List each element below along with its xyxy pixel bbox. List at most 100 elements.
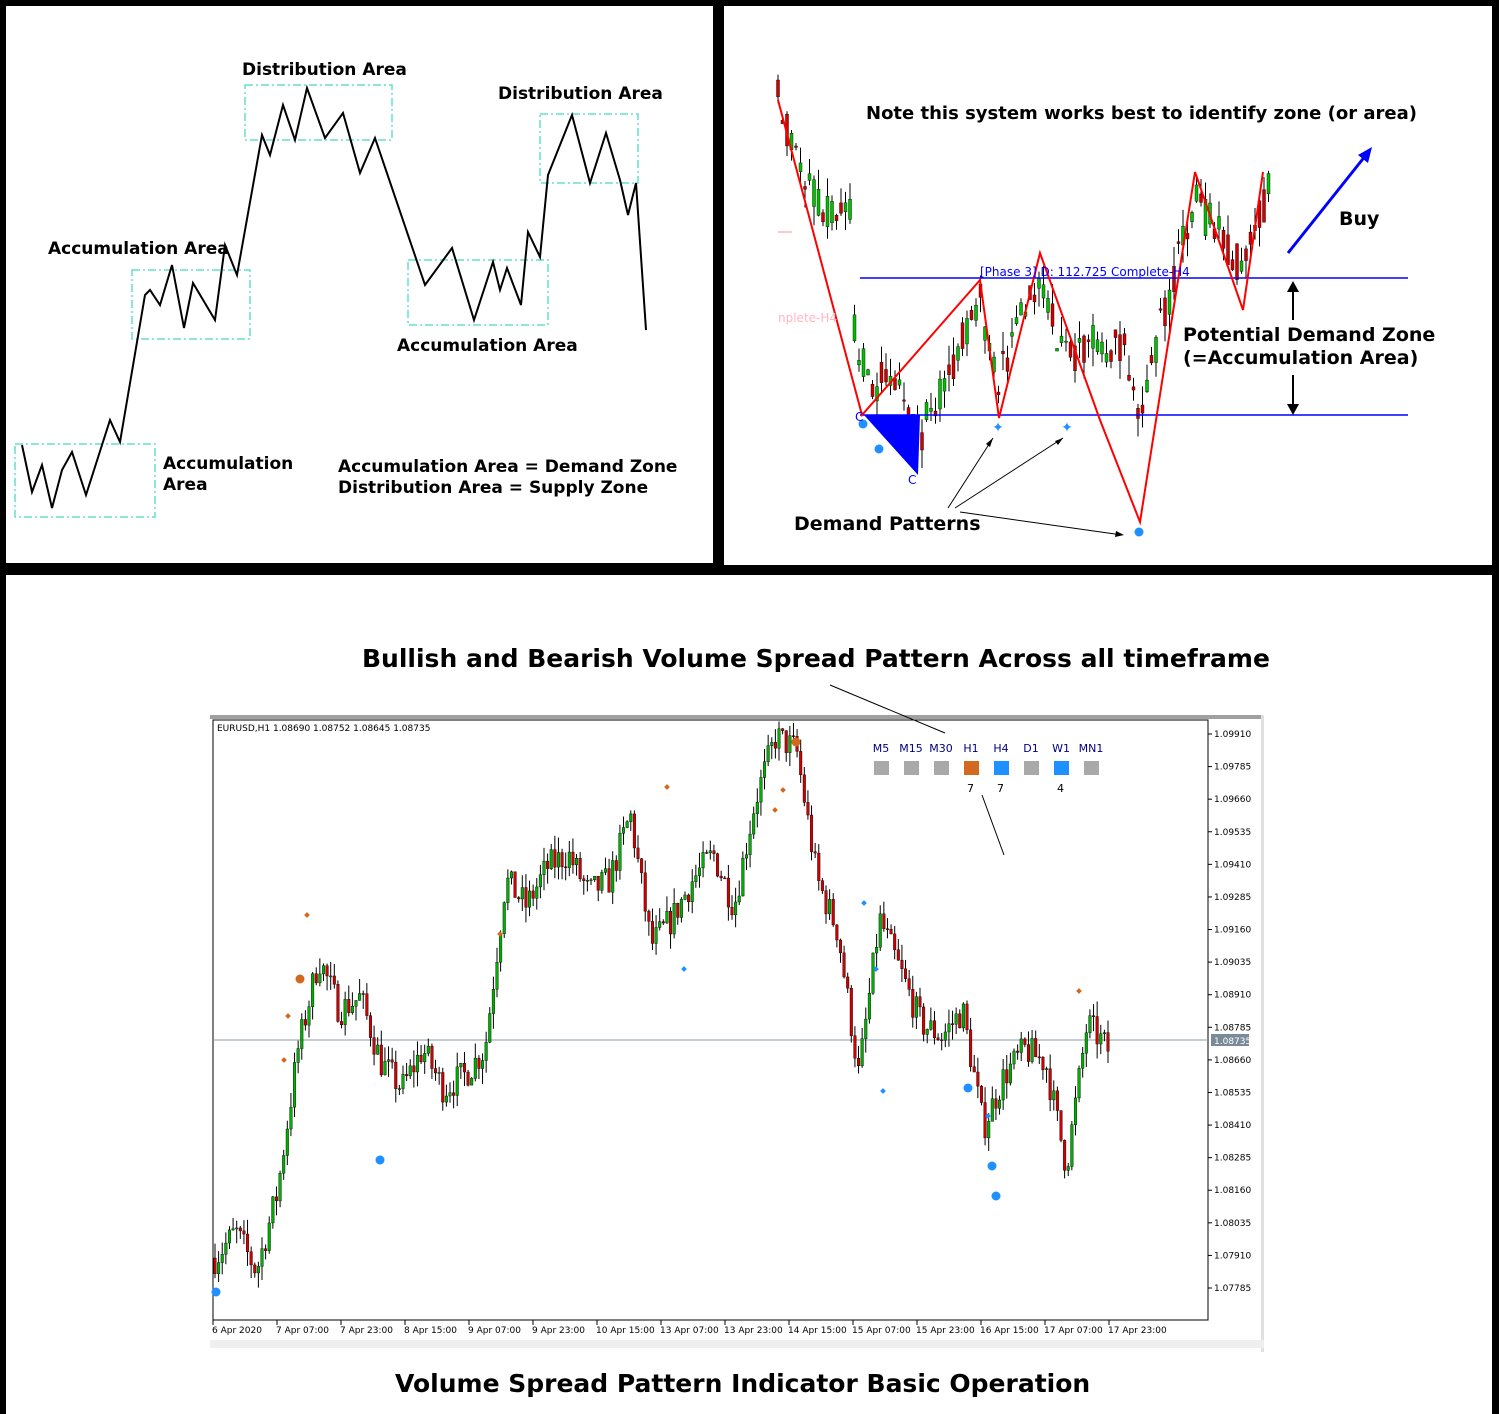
accumulation-area-label: Accumulation (163, 454, 294, 474)
bear-candle (893, 378, 897, 390)
bull-candle (1014, 317, 1019, 325)
price-diagram (14, 84, 647, 518)
bull-candle (1091, 325, 1095, 349)
accumulation-area-label-line2: Area (163, 475, 208, 495)
bear-candle (902, 399, 906, 402)
bull-candle (924, 402, 929, 420)
bull-candle (861, 348, 866, 377)
faded-phase-label: nplete-H4 (778, 311, 837, 325)
accumulation-area-label: Accumulation Area (48, 239, 229, 259)
buy-label: Buy (1339, 208, 1380, 230)
note-text: Note this system works best to identify … (866, 103, 1417, 124)
bull-candle (897, 379, 902, 386)
bear-candle (1176, 241, 1181, 244)
supply-zone-legend: Distribution Area = Supply Zone (338, 478, 649, 498)
bull-candle (1055, 348, 1059, 352)
bottom-title: Bullish and Bearish Volume Spread Patter… (362, 644, 1270, 673)
accumulation-area-label: Accumulation Area (397, 336, 578, 356)
bull-candle (929, 407, 933, 412)
bear-candle (1244, 248, 1248, 261)
price-line (21, 84, 647, 509)
bear-candle (1199, 193, 1203, 203)
bear-candle (794, 145, 798, 148)
age-label-line2: Spread Pattern (964, 923, 1196, 954)
accumulation-zone-box (14, 443, 156, 518)
bull-candle (1217, 216, 1221, 230)
bear-candle (1122, 333, 1127, 346)
bear-candle (969, 309, 974, 320)
bear-candle (1140, 404, 1145, 414)
bull-candle (1010, 332, 1014, 337)
bear-candle (1221, 229, 1226, 249)
bull-candle (848, 199, 852, 220)
bear-candle (1158, 308, 1163, 311)
accumulation-distribution-panel: Distribution Area Distribution Area Accu… (6, 6, 713, 563)
point-c-label: C (855, 410, 863, 424)
bear-candle (1073, 345, 1077, 372)
bull-candle (1239, 260, 1244, 272)
bear-candle (1109, 350, 1113, 362)
bear-candle (1136, 408, 1140, 419)
bull-candle (1190, 212, 1194, 222)
bull-candle (965, 318, 969, 345)
bear-candle (1262, 189, 1266, 223)
bull-candle (1064, 340, 1068, 343)
zigzag-line (777, 99, 1264, 526)
bull-candle (938, 378, 942, 410)
signal-dot (858, 419, 868, 429)
bull-candle (942, 378, 947, 392)
distribution-area-label: Distribution Area (498, 84, 663, 104)
bull-candle (875, 386, 879, 402)
bear-candle (1149, 355, 1154, 364)
bear-candle (1172, 266, 1176, 292)
bull-candle (956, 346, 960, 361)
bull-candle (1041, 284, 1046, 299)
bull-candle (812, 179, 816, 207)
bull-candle (1095, 339, 1100, 352)
bear-candle (920, 432, 924, 451)
signal-dot (874, 444, 884, 454)
bull-candle (852, 314, 857, 341)
bear-candle (1113, 329, 1118, 338)
bear-candle (821, 212, 825, 223)
bear-candle (947, 364, 951, 375)
bull-candle (1059, 335, 1064, 343)
phase-label: [Phase 3] D: 112.725 Complete-H4 (980, 265, 1190, 279)
caption: Volume Spread Pattern Indicator Basic Op… (395, 1369, 1091, 1398)
bull-candle (1104, 353, 1109, 363)
point-c-label: C (908, 473, 916, 487)
bear-candle (1185, 233, 1190, 240)
bear-candle (776, 79, 780, 97)
distribution-zone-box (539, 113, 639, 184)
bear-candle (1230, 259, 1235, 270)
bear-candle (1163, 297, 1167, 326)
bear-candle (1068, 341, 1073, 358)
bear-candle (951, 354, 956, 379)
bear-candle (834, 215, 839, 221)
bear-candle (879, 361, 884, 383)
bear-candle (1005, 357, 1010, 372)
bear-candle (884, 369, 888, 383)
pointer-line (954, 437, 1064, 509)
bull-candle (866, 369, 870, 376)
bear-candle (1131, 386, 1136, 391)
volume-spread-panel: Bullish and Bearish Volume Spread Patter… (6, 575, 1492, 1414)
bear-candle (1118, 334, 1122, 361)
bull-candle (843, 202, 848, 213)
accumulation-area-note: (=Accumulation Area) (1183, 347, 1419, 369)
bull-candle (1194, 184, 1199, 202)
bear-candle (803, 186, 807, 190)
demand-patterns-label: Demand Patterns (794, 513, 981, 535)
bear-candle (960, 322, 965, 349)
star-marker: ✦ (992, 420, 1004, 436)
bull-candle (825, 196, 830, 227)
signal-dot (1134, 527, 1144, 537)
bull-candle (830, 201, 834, 223)
bull-candle (1046, 298, 1050, 313)
age-label: Age of Volume (964, 874, 1185, 905)
bear-candle (1235, 243, 1239, 280)
bear-candle (996, 391, 1001, 396)
bull-candle (1100, 341, 1104, 355)
bear-candle (1248, 231, 1253, 245)
bear-candle (1086, 339, 1091, 342)
